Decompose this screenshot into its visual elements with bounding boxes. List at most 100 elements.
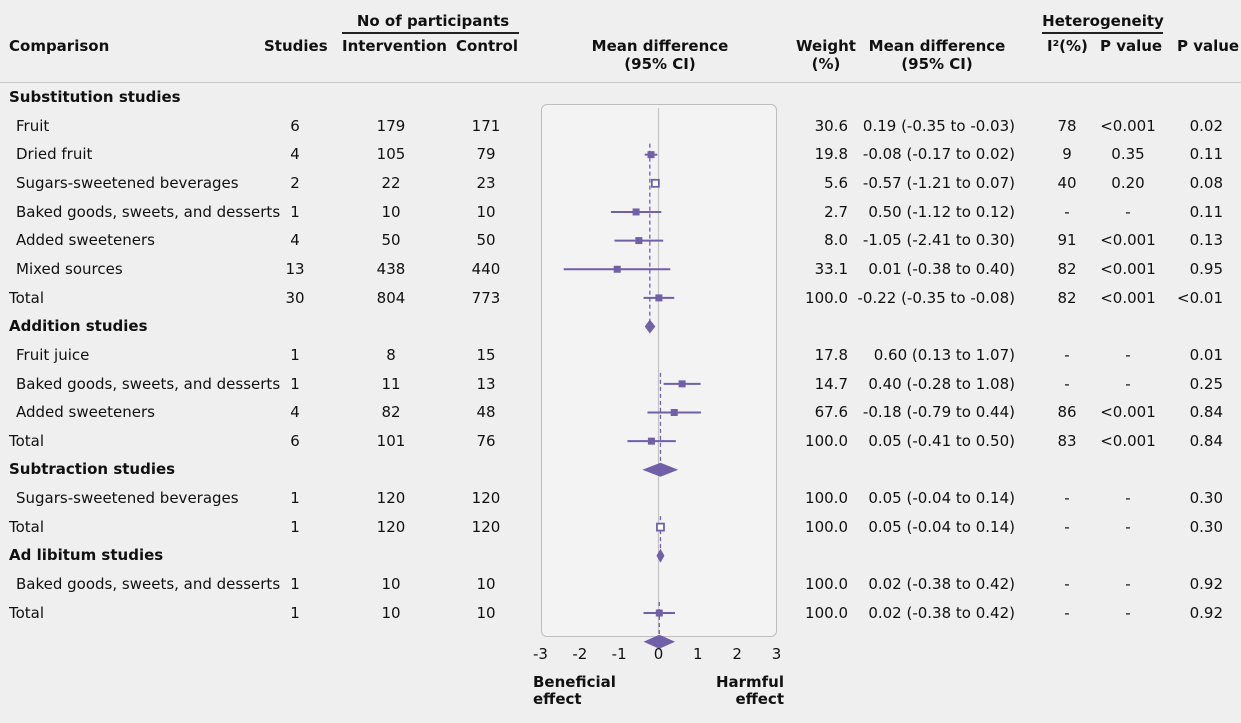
section-heading: Ad libitum studies — [9, 546, 164, 565]
control-cell: 120 — [471, 489, 501, 508]
i2-cell: - — [1064, 575, 1070, 594]
i2-cell: 9 — [1062, 145, 1072, 164]
md-cell: 0.02 (-0.38 to 0.42) — [868, 603, 1015, 622]
header-comparison: Comparison — [9, 37, 110, 55]
comparison-label: Mixed sources — [16, 259, 123, 278]
x-tick-label: 1 — [693, 645, 703, 663]
x-tick-label: -1 — [612, 645, 627, 663]
weight-cell: 100.0 — [805, 575, 848, 594]
intervention-cell: 120 — [376, 489, 406, 508]
total-label: Total — [9, 517, 45, 536]
intervention-cell: 101 — [376, 431, 406, 450]
control-cell: 13 — [476, 374, 496, 393]
comparison-label: Sugars-sweetened beverages — [16, 489, 239, 508]
header-participants: No of participants — [356, 12, 510, 30]
i2-cell: - — [1064, 489, 1070, 508]
header-pvalue: P value — [1177, 37, 1240, 55]
het-p-cell: - — [1125, 517, 1131, 536]
md-cell: 0.05 (-0.41 to 0.50) — [868, 431, 1015, 450]
pvalue-cell: 0.84 — [1189, 403, 1223, 422]
md-cell: -1.05 (-2.41 to 0.30) — [862, 231, 1015, 250]
header-bottom-rule — [0, 82, 1241, 83]
point-estimate — [655, 609, 663, 617]
i2-cell: - — [1064, 345, 1070, 364]
i2-cell: - — [1064, 517, 1070, 536]
control-cell: 76 — [476, 431, 496, 450]
total-label: Total — [9, 288, 45, 307]
header-control: Control — [456, 37, 519, 55]
comparison-label: Sugars-sweetened beverages — [16, 173, 239, 192]
x-tick-label: -2 — [572, 645, 587, 663]
het-p-cell: <0.001 — [1100, 431, 1156, 450]
i2-cell: 86 — [1057, 403, 1077, 422]
point-estimate — [647, 437, 655, 445]
pvalue-cell: 0.92 — [1189, 575, 1223, 594]
studies-cell: 4 — [290, 403, 300, 422]
header-md-plot: Mean difference (95% CI) — [591, 37, 729, 73]
het-p-cell: <0.001 — [1100, 231, 1156, 250]
md-cell: 0.50 (-1.12 to 0.12) — [868, 202, 1015, 221]
het-p-cell: - — [1125, 575, 1131, 594]
pvalue-cell: 0.92 — [1189, 603, 1223, 622]
weight-cell: 100.0 — [805, 288, 848, 307]
i2-cell: 83 — [1057, 431, 1077, 450]
comparison-label: Added sweeteners — [16, 403, 155, 422]
harmful-effect-label: Harmful effect — [715, 673, 784, 708]
intervention-cell: 438 — [376, 259, 406, 278]
control-cell: 10 — [476, 575, 496, 594]
md-cell: 0.05 (-0.04 to 0.14) — [868, 517, 1015, 536]
intervention-cell: 11 — [381, 374, 401, 393]
studies-cell: 30 — [285, 288, 305, 307]
point-estimate — [632, 208, 640, 216]
intervention-cell: 179 — [376, 116, 406, 135]
weight-cell: 100.0 — [805, 517, 848, 536]
pvalue-cell: 0.08 — [1189, 173, 1223, 192]
i2-cell: - — [1064, 374, 1070, 393]
control-cell: 440 — [471, 259, 501, 278]
pvalue-cell: 0.25 — [1189, 374, 1223, 393]
i2-cell: 40 — [1057, 173, 1077, 192]
het-p-cell: <0.001 — [1100, 259, 1156, 278]
weight-cell: 5.6 — [824, 173, 848, 192]
header-heterogeneity: Heterogeneity — [1042, 12, 1164, 30]
pvalue-cell: 0.30 — [1189, 489, 1223, 508]
pooled-diamond — [643, 634, 676, 649]
het-p-cell: <0.001 — [1100, 116, 1156, 135]
point-estimate — [655, 294, 663, 302]
studies-cell: 13 — [285, 259, 305, 278]
comparison-label: Baked goods, sweets, and desserts — [16, 374, 281, 393]
x-tick-label: -3 — [533, 645, 548, 663]
studies-cell: 4 — [290, 145, 300, 164]
het-p-cell: 0.20 — [1111, 173, 1145, 192]
weight-cell: 2.7 — [824, 202, 848, 221]
studies-cell: 2 — [290, 173, 300, 192]
studies-cell: 6 — [290, 431, 300, 450]
het-p-cell: <0.001 — [1100, 288, 1156, 307]
pooled-diamond — [656, 548, 665, 563]
pvalue-cell: 0.13 — [1189, 231, 1223, 250]
pvalue-cell: 0.01 — [1189, 345, 1223, 364]
studies-cell: 1 — [290, 603, 300, 622]
pvalue-cell: 0.30 — [1189, 517, 1223, 536]
weight-cell: 100.0 — [805, 489, 848, 508]
weight-cell: 100.0 — [805, 603, 848, 622]
het-p-cell: 0.35 — [1111, 145, 1145, 164]
header-heterogeneity-rule — [1042, 32, 1163, 34]
studies-cell: 1 — [290, 374, 300, 393]
control-cell: 23 — [476, 173, 496, 192]
intervention-cell: 120 — [376, 517, 406, 536]
intervention-cell: 8 — [386, 345, 396, 364]
control-cell: 120 — [471, 517, 501, 536]
weight-cell: 17.8 — [814, 345, 848, 364]
i2-cell: 82 — [1057, 288, 1077, 307]
i2-cell: 82 — [1057, 259, 1077, 278]
weight-cell: 33.1 — [814, 259, 848, 278]
studies-cell: 1 — [290, 489, 300, 508]
het-p-cell: - — [1125, 345, 1131, 364]
header-weight: Weight (%) — [796, 37, 856, 73]
section-heading: Addition studies — [9, 317, 148, 336]
intervention-cell: 105 — [376, 145, 406, 164]
i2-cell: - — [1064, 202, 1070, 221]
